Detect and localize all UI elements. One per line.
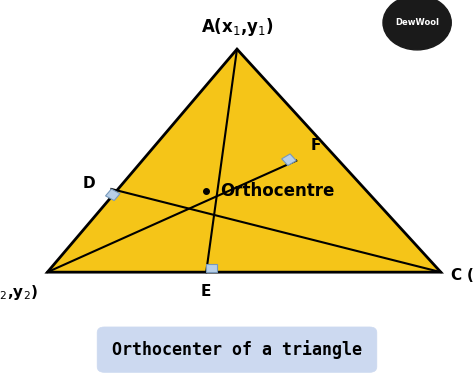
Text: D: D xyxy=(82,176,95,191)
Text: F: F xyxy=(310,138,321,153)
Text: C (x$_3$,y$_3$): C (x$_3$,y$_3$) xyxy=(450,266,474,285)
Text: A(x$_1$,y$_1$): A(x$_1$,y$_1$) xyxy=(201,16,273,38)
Circle shape xyxy=(383,0,451,50)
Text: DewWool: DewWool xyxy=(395,18,439,27)
Text: E: E xyxy=(201,284,211,299)
Polygon shape xyxy=(47,49,441,272)
Text: Orthocenter of a triangle: Orthocenter of a triangle xyxy=(112,340,362,359)
Polygon shape xyxy=(282,154,296,166)
FancyBboxPatch shape xyxy=(97,327,377,372)
Bar xyxy=(206,264,217,272)
Text: B (x$_2$,y$_2$): B (x$_2$,y$_2$) xyxy=(0,284,38,302)
Text: Orthocentre: Orthocentre xyxy=(220,182,335,200)
Polygon shape xyxy=(106,189,120,201)
